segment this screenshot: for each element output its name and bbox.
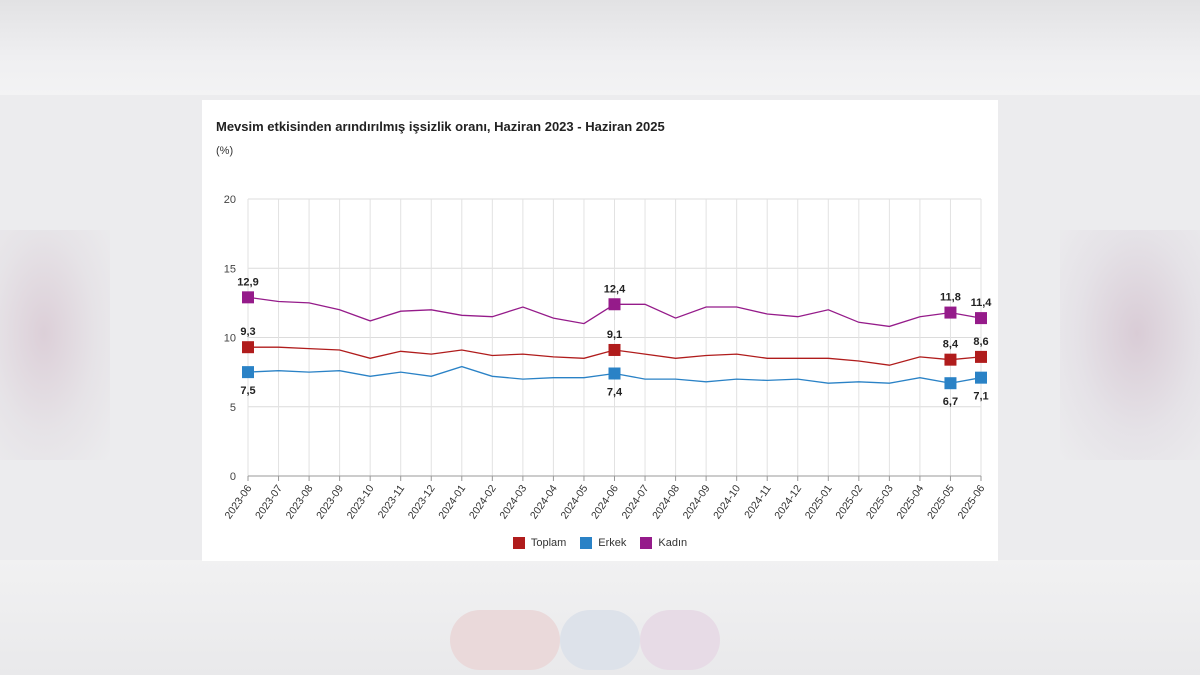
x-tick-label: 2024-06 bbox=[589, 483, 621, 522]
x-tick-label: 2024-02 bbox=[467, 483, 499, 522]
legend-label: Toplam bbox=[530, 537, 567, 549]
background-smudge bbox=[640, 610, 720, 670]
data-point-marker bbox=[944, 353, 957, 366]
x-tick-label: 2023-12 bbox=[406, 483, 438, 522]
background-smudge bbox=[450, 610, 560, 670]
chart-unit-label: (%) bbox=[216, 145, 234, 157]
data-point-marker bbox=[975, 312, 987, 325]
data-label: 12,4 bbox=[604, 283, 626, 295]
x-tick-label: 2025-03 bbox=[864, 483, 896, 522]
data-label: 9,3 bbox=[240, 326, 255, 338]
data-point-marker bbox=[242, 291, 254, 304]
x-tick-label: 2024-07 bbox=[620, 483, 652, 522]
data-point-marker bbox=[975, 350, 987, 363]
x-tick-label: 2023-06 bbox=[223, 483, 255, 522]
x-tick-label: 2024-10 bbox=[711, 483, 743, 522]
y-tick-label: 15 bbox=[224, 263, 236, 275]
data-point-marker bbox=[242, 366, 254, 379]
legend-swatch bbox=[640, 537, 653, 549]
data-label: 7,5 bbox=[240, 385, 255, 397]
data-label: 12,9 bbox=[237, 276, 258, 288]
x-tick-label: 2025-04 bbox=[894, 483, 926, 522]
data-point-marker bbox=[608, 343, 621, 356]
chart-title: Mevsim etkisinden arındırılmış işsizlik … bbox=[216, 119, 665, 134]
data-label: 11,4 bbox=[971, 297, 993, 309]
data-label: 7,4 bbox=[607, 387, 623, 399]
x-tick-label: 2024-11 bbox=[742, 483, 774, 521]
data-point-marker bbox=[944, 306, 957, 319]
data-label: 9,1 bbox=[607, 329, 622, 341]
data-point-marker bbox=[944, 377, 957, 390]
x-tick-label: 2023-10 bbox=[345, 483, 377, 522]
legend-swatch bbox=[512, 537, 525, 549]
x-tick-label: 2024-08 bbox=[650, 483, 682, 522]
y-tick-label: 0 bbox=[230, 471, 236, 483]
legend-item-erkek[interactable]: Erkek bbox=[580, 537, 626, 549]
background-blur-bottom bbox=[0, 560, 1200, 675]
chart-panel: Mevsim etkisinden arındırılmış işsizlik … bbox=[202, 100, 998, 561]
x-tick-label: 2023-09 bbox=[314, 483, 346, 522]
line-chart: 051015202023-062023-072023-082023-092023… bbox=[223, 194, 993, 522]
data-point-marker bbox=[975, 371, 987, 384]
legend-label: Kadın bbox=[658, 537, 688, 549]
background-blur-top bbox=[0, 0, 1200, 95]
legend-item-kadın[interactable]: Kadın bbox=[640, 537, 687, 549]
x-tick-label: 2023-07 bbox=[253, 483, 285, 522]
x-tick-label: 2024-12 bbox=[772, 483, 804, 522]
x-tick-label: 2024-01 bbox=[436, 483, 468, 522]
background-blur-left bbox=[0, 230, 110, 460]
x-tick-label: 2025-01 bbox=[803, 483, 835, 522]
y-tick-label: 10 bbox=[224, 333, 236, 345]
x-tick-label: 2023-08 bbox=[284, 483, 316, 522]
x-tick-label: 2024-04 bbox=[528, 483, 560, 522]
chart-legend: Toplam Erkek Kadın bbox=[202, 537, 998, 549]
background-blur-right bbox=[1060, 230, 1200, 460]
x-tick-label: 2025-06 bbox=[956, 483, 988, 522]
legend-swatch bbox=[580, 537, 593, 549]
x-tick-label: 2025-02 bbox=[833, 483, 865, 522]
data-point-marker bbox=[608, 298, 621, 311]
x-tick-label: 2024-03 bbox=[497, 483, 529, 522]
data-point-marker bbox=[608, 367, 621, 380]
data-label: 6,7 bbox=[943, 396, 958, 408]
data-label: 11,8 bbox=[940, 292, 961, 304]
data-label: 7,1 bbox=[973, 391, 988, 403]
data-point-marker bbox=[242, 341, 254, 354]
x-tick-label: 2024-05 bbox=[558, 483, 590, 522]
x-tick-label: 2023-11 bbox=[376, 483, 408, 521]
y-tick-label: 5 bbox=[230, 402, 236, 414]
legend-item-toplam[interactable]: Toplam bbox=[512, 537, 567, 549]
x-tick-label: 2024-09 bbox=[681, 483, 713, 522]
legend-label: Erkek bbox=[598, 537, 627, 549]
background-smudge bbox=[560, 610, 640, 670]
data-label: 8,6 bbox=[973, 336, 988, 348]
x-tick-label: 2025-05 bbox=[925, 483, 957, 522]
y-tick-label: 20 bbox=[224, 194, 236, 206]
data-label: 8,4 bbox=[943, 339, 959, 351]
